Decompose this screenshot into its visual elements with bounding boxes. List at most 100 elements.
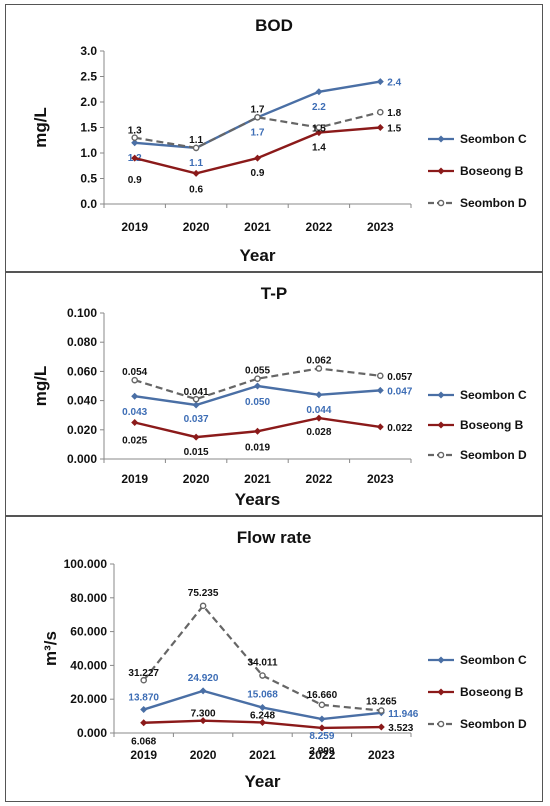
y-tick-label: 0.020: [67, 423, 97, 437]
data-label: 11.946: [388, 709, 418, 720]
data-label: 1.1: [189, 135, 203, 146]
y-tick-label: 20.000: [70, 692, 107, 706]
data-label: 2.2: [312, 102, 326, 113]
data-point: [315, 124, 323, 131]
data-label: 1.7: [251, 104, 265, 115]
data-point: [192, 144, 200, 152]
data-label: 1.8: [387, 108, 401, 119]
y-axis-title: mg/L: [31, 366, 50, 407]
data-point: [376, 78, 384, 86]
y-tick-label: 60.000: [70, 625, 107, 639]
data-label: 15.068: [247, 690, 278, 701]
data-label: 0.019: [245, 442, 270, 453]
x-tick-label: 2022: [306, 220, 333, 234]
data-point: [192, 395, 200, 403]
data-point: [259, 704, 266, 712]
y-tick-label: 1.0: [80, 146, 97, 160]
x-tick-label: 2019: [121, 220, 148, 234]
legend-label: Seombon D: [460, 448, 527, 462]
y-tick-label: 0.060: [67, 364, 97, 378]
data-point: [315, 414, 323, 422]
data-point: [192, 169, 200, 177]
x-tick-label: 2023: [368, 748, 395, 762]
x-tick-label: 2021: [244, 472, 271, 486]
x-tick-label: 2019: [130, 748, 157, 762]
data-point: [376, 124, 384, 131]
data-label: 6.248: [250, 710, 275, 721]
data-point: [315, 365, 323, 372]
data-point: [376, 423, 384, 431]
legend-label: Boseong B: [460, 164, 524, 178]
data-point: [318, 701, 326, 709]
data-point: [377, 723, 385, 731]
data-point: [254, 154, 261, 162]
data-point: [199, 602, 207, 610]
data-label: 2.999: [309, 746, 334, 757]
data-label: 16.660: [307, 690, 338, 701]
data-label: 3.523: [388, 723, 413, 734]
x-axis-title: Years: [235, 490, 280, 509]
data-label: 1.4: [312, 143, 326, 154]
data-point: [199, 717, 207, 725]
data-label: 1.5: [387, 124, 401, 135]
y-tick-label: 2.5: [80, 70, 97, 84]
data-label: 0.015: [184, 447, 209, 458]
y-tick-label: 100.000: [64, 557, 108, 571]
data-point: [315, 129, 323, 137]
series-line-seombon-d: [134, 367, 381, 401]
legend-marker: [437, 199, 445, 207]
data-label: 7.300: [191, 709, 216, 720]
data-label: 0.025: [122, 436, 147, 447]
x-tick-label: 2021: [249, 748, 276, 762]
data-point: [192, 401, 200, 409]
data-point: [131, 392, 139, 400]
legend-label: Seombon D: [460, 717, 527, 731]
data-label: 13.870: [128, 693, 159, 704]
legend-marker: [437, 451, 445, 459]
data-label: 0.055: [245, 366, 270, 377]
data-point: [140, 706, 148, 714]
y-axis-title: mg/L: [31, 107, 50, 148]
legend-marker: [437, 421, 445, 429]
data-label: 2.4: [387, 78, 401, 89]
y-tick-label: 0.5: [80, 172, 97, 186]
data-label: 24.920: [188, 673, 219, 684]
data-label: 34.011: [247, 658, 277, 669]
data-point: [199, 687, 207, 695]
y-tick-label: 0.000: [67, 452, 97, 466]
y-tick-label: 0.000: [77, 726, 107, 740]
series-line-seombon-d: [134, 111, 381, 150]
data-label: 0.062: [306, 355, 331, 366]
bod-chart: BOD mg/L Year 0.0 0.5 1.0 1.5 2.0 2.5 3.0 2019 2020…: [31, 16, 527, 265]
data-point: [376, 386, 384, 394]
data-label: 0.9: [251, 168, 265, 179]
data-point: [315, 88, 323, 96]
x-tick-label: 2019: [121, 472, 148, 486]
x-tick-label: 2023: [367, 220, 394, 234]
data-label: 1.1: [189, 158, 203, 169]
x-axis-title: Year: [240, 246, 276, 265]
x-tick-label: 2023: [367, 472, 394, 486]
x-tick-label: 2022: [306, 472, 333, 486]
legend-label: Seombon C: [460, 653, 527, 667]
legend-label: Seombon C: [460, 132, 527, 146]
chart-title: BOD: [255, 16, 293, 35]
legend-marker: [437, 167, 445, 175]
data-point: [259, 718, 266, 726]
data-label: 0.028: [306, 427, 331, 438]
data-point: [140, 676, 147, 684]
y-tick-label: 0.080: [67, 335, 97, 349]
data-point: [254, 114, 261, 121]
y-tick-label: 0.100: [67, 306, 97, 320]
bod-chart-panel: BOD mg/L Year 0.0 0.5 1.0 1.5 2.0 2.5 3.0 2019 2020…: [5, 4, 543, 272]
y-tick-label: 2.0: [80, 95, 97, 109]
legend-label: Boseong B: [460, 418, 524, 432]
data-point: [131, 419, 139, 426]
data-point: [131, 154, 139, 162]
y-tick-label: 0.0: [80, 197, 97, 211]
data-label: 1.7: [251, 127, 265, 138]
data-point: [254, 375, 261, 382]
x-tick-label: 2022: [309, 748, 336, 762]
data-point: [131, 134, 138, 141]
y-tick-label: 3.0: [80, 44, 97, 58]
